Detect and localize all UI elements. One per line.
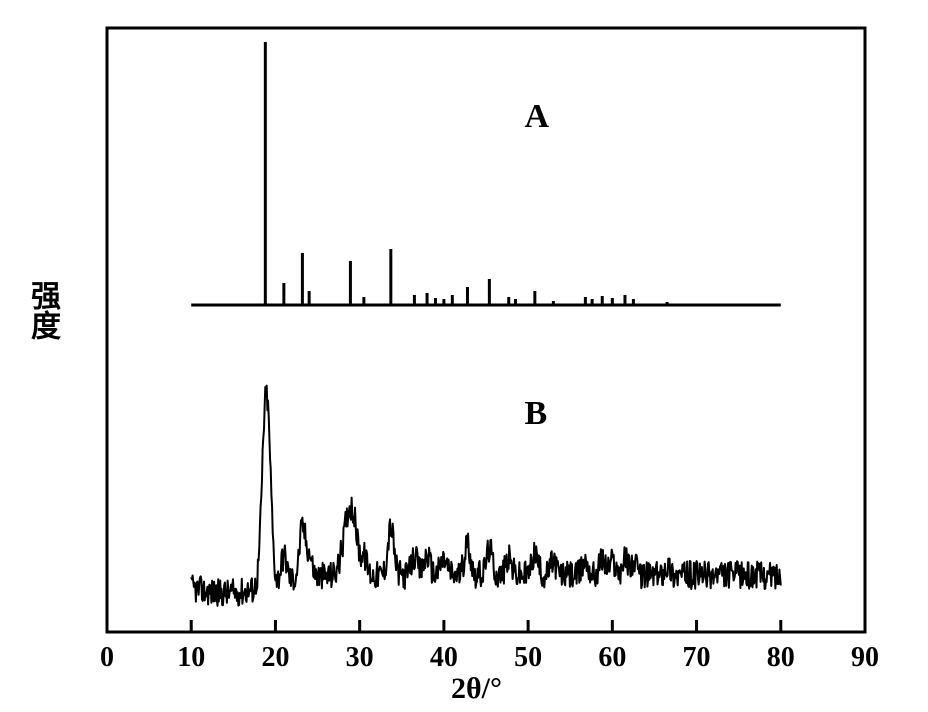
svg-text:20: 20 xyxy=(261,642,289,673)
plot-area: 0 10 20 30 40 50 60 70 80 90 xyxy=(0,0,928,712)
series-a-label: A xyxy=(525,98,550,136)
svg-text:30: 30 xyxy=(346,642,374,673)
svg-text:40: 40 xyxy=(430,642,458,673)
svg-text:50: 50 xyxy=(514,642,542,673)
svg-text:60: 60 xyxy=(598,642,626,673)
y-axis-label: 强度 xyxy=(20,280,64,340)
svg-text:0: 0 xyxy=(100,642,114,673)
svg-text:80: 80 xyxy=(767,642,795,673)
x-axis-label: 2θ/° xyxy=(451,672,502,706)
svg-text:10: 10 xyxy=(177,642,205,673)
svg-text:70: 70 xyxy=(683,642,711,673)
xrd-chart: 0 10 20 30 40 50 60 70 80 90 强度 2θ/° A B xyxy=(0,0,928,712)
svg-text:90: 90 xyxy=(851,642,879,673)
series-b-label: B xyxy=(525,395,548,433)
